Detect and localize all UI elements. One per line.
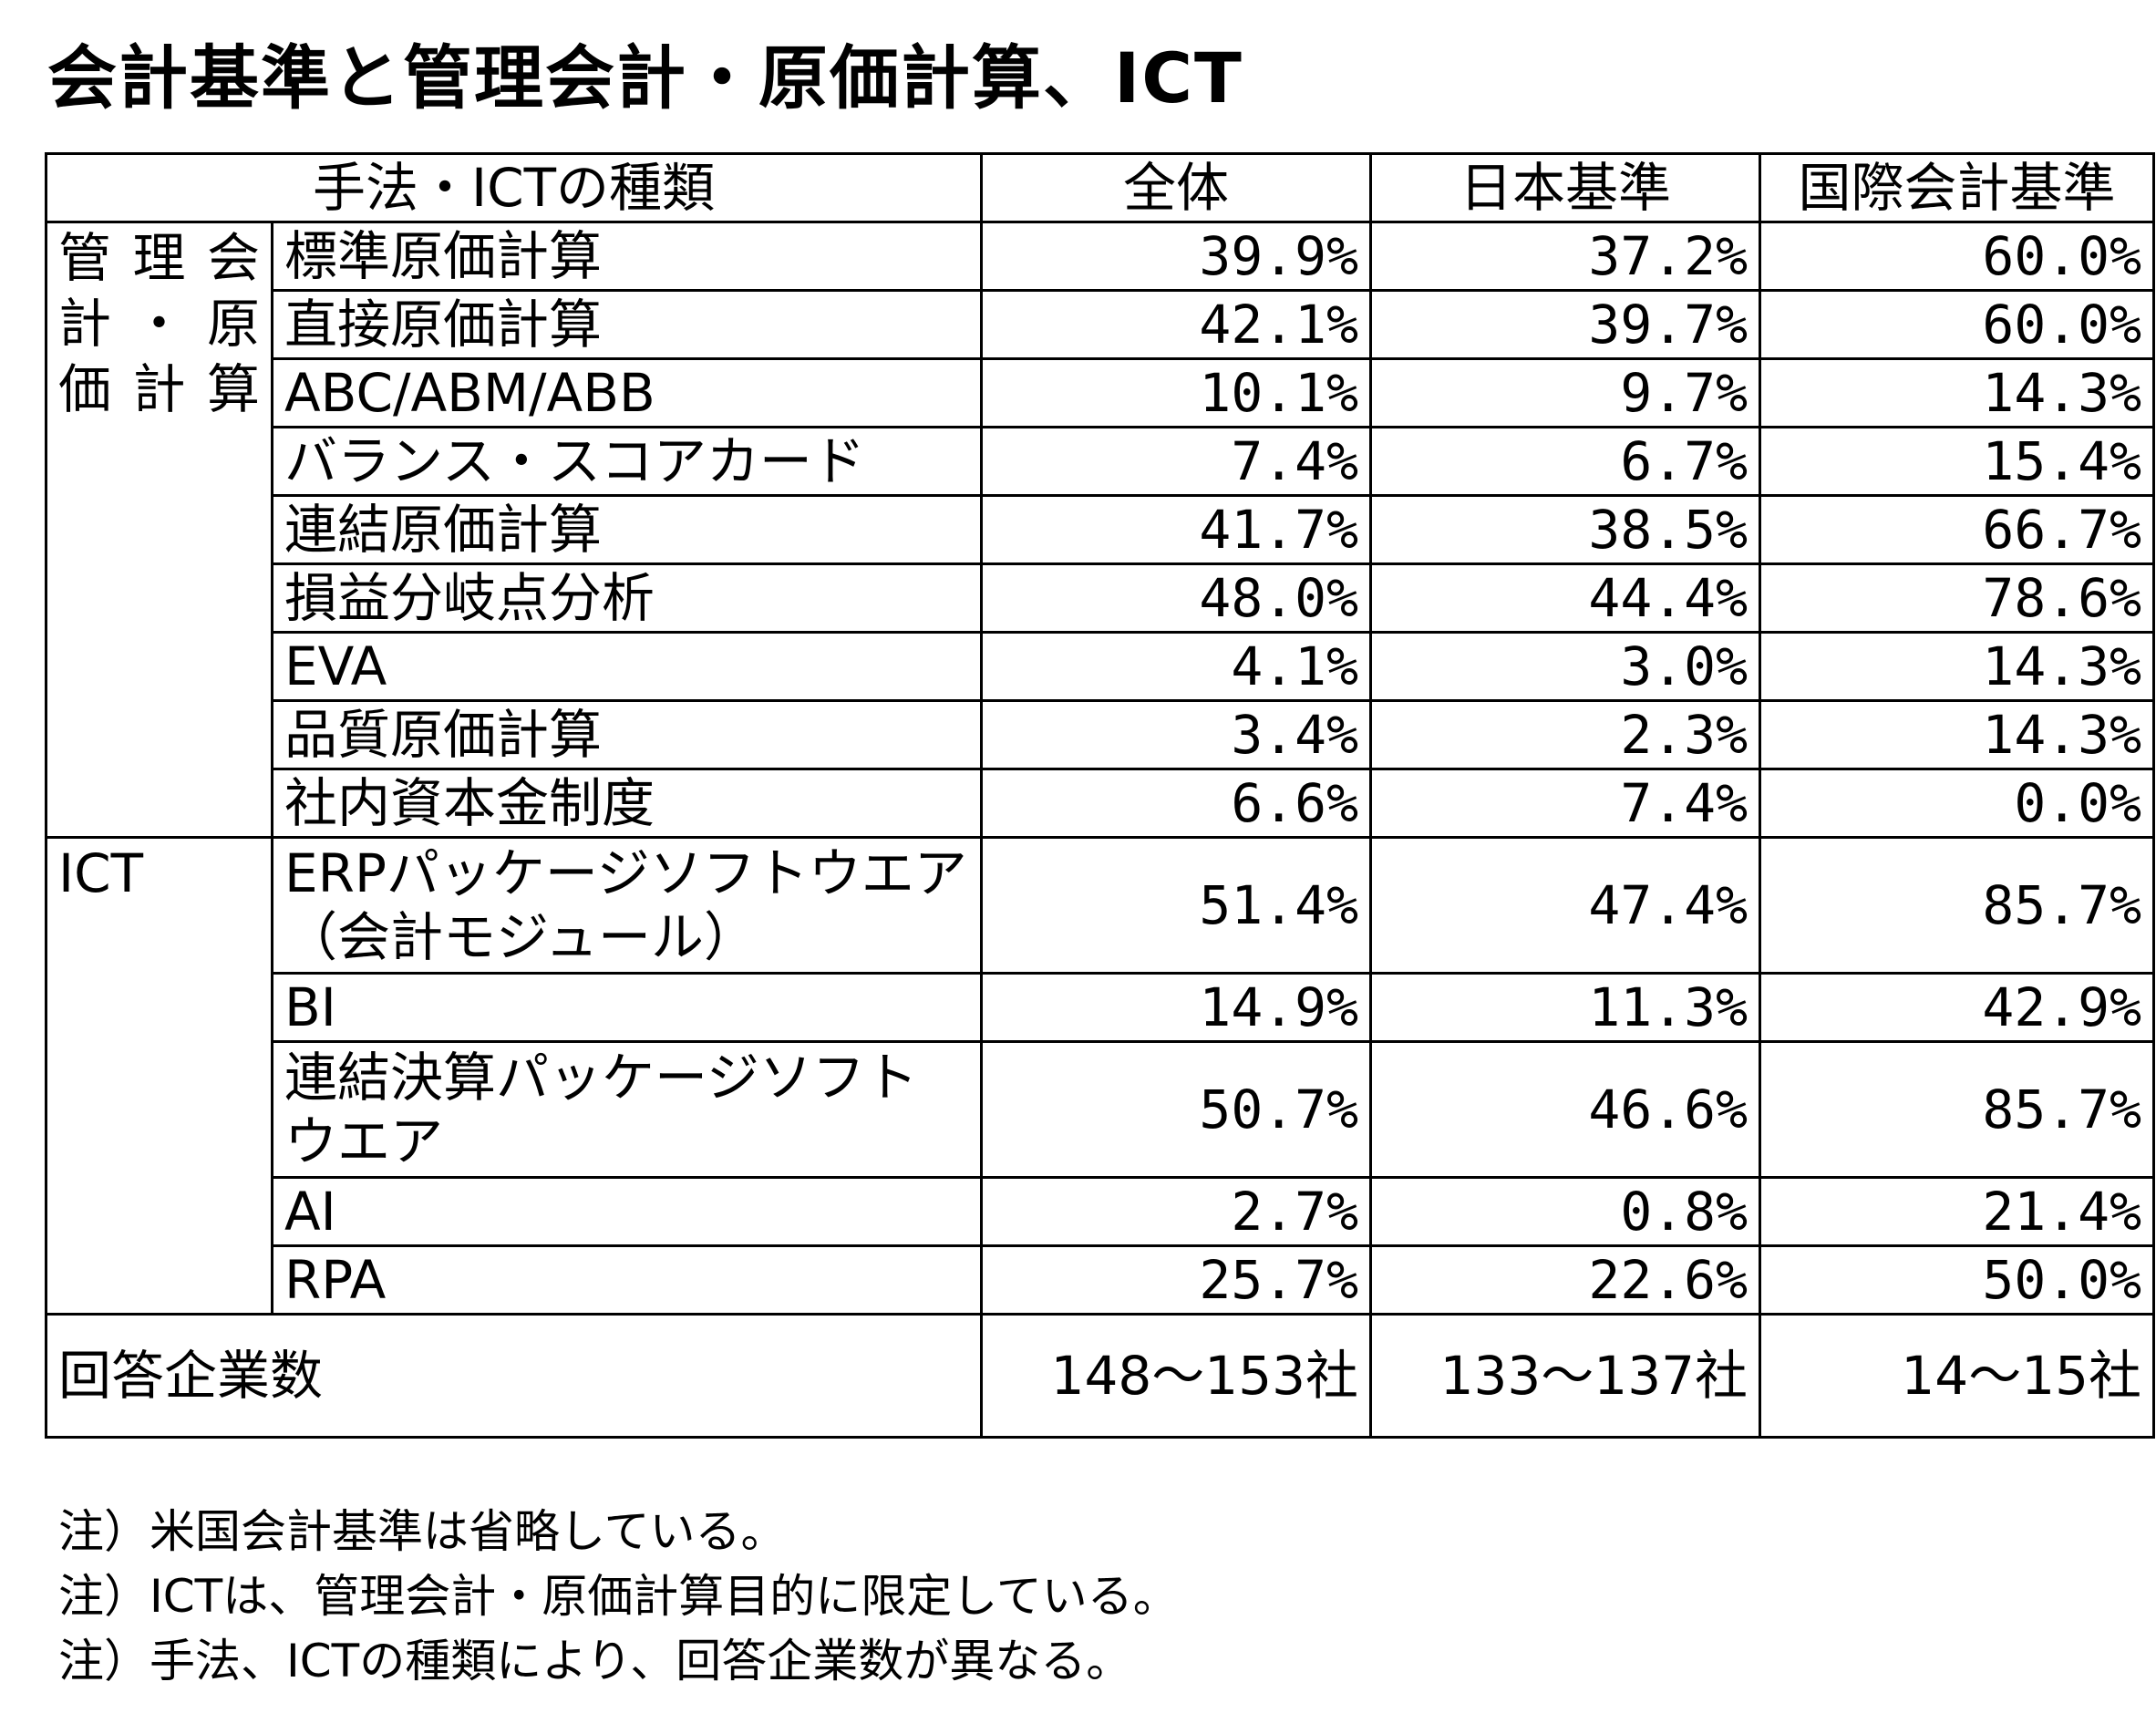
table-row: バランス・スコアカード 7.4% 6.7% 15.4% [46, 426, 2156, 497]
header-japan-gaap: 日本基準 [1369, 152, 1762, 223]
cell-overall: 7.4% [980, 426, 1373, 497]
note-line: 注）手法、ICTの種類により、回答企業数が異なる。 [58, 1635, 1132, 1687]
table-row: EVA 4.1% 3.0% 14.3% [46, 631, 2156, 702]
cell-japan: 22.6% [1369, 1244, 1762, 1316]
total-label: 回答企業数 [44, 1313, 984, 1439]
cell-overall: 51.4% [980, 836, 1373, 975]
cell-japan: 39.7% [1369, 289, 1762, 360]
header-ifrs: 国際会計基準 [1759, 152, 2156, 223]
table-header-row: 手法・ICTの種類 全体 日本基準 国際会計基準 [44, 152, 2156, 223]
table-row: 連結決算パッケージソフトウエア 50.7% 46.6% 85.7% [46, 1040, 2156, 1179]
cell-ifrs: 14.3% [1759, 631, 2156, 702]
row-label: RPA [270, 1244, 984, 1316]
row-label: バランス・スコアカード [270, 426, 984, 497]
cell-overall: 41.7% [980, 494, 1373, 565]
cell-overall: 42.1% [980, 289, 1373, 360]
table-row: 管理会計・原価計算 標準原価計算 39.9% 37.2% 60.0% [45, 221, 2156, 839]
table-row: 連結原価計算 41.7% 38.5% 66.7% [46, 494, 2156, 565]
table-row: 社内資本金制度 6.6% 7.4% 0.0% [46, 768, 2156, 839]
cell-ifrs: 85.7% [1759, 1040, 2156, 1179]
row-label: 標準原価計算 [270, 221, 984, 292]
cell-japan: 44.4% [1369, 562, 1762, 634]
cell-overall: 3.4% [980, 699, 1373, 770]
total-ifrs: 14～15社 [1759, 1313, 2156, 1439]
row-label: 連結決算パッケージソフトウエア [270, 1040, 984, 1179]
page-title: 会計基準と管理会計・原価計算、ICT [47, 37, 1243, 119]
cell-japan: 3.0% [1369, 631, 1762, 702]
cell-japan: 7.4% [1369, 768, 1762, 839]
row-label: AI [270, 1176, 984, 1247]
group-label-management-accounting: 管理会計・原価計算 [45, 221, 273, 839]
cell-overall: 14.9% [980, 972, 1373, 1043]
survey-table: 手法・ICTの種類 全体 日本基準 国際会計基準 管理会計・原価計算 標準原価計… [44, 152, 2156, 1439]
row-label: 連結原価計算 [270, 494, 984, 565]
cell-overall: 50.7% [980, 1040, 1373, 1179]
table-row: ABC/ABM/ABB 10.1% 9.7% 14.3% [46, 357, 2156, 428]
cell-japan: 11.3% [1369, 972, 1762, 1043]
table-row: RPA 25.7% 22.6% 50.0% [46, 1244, 2156, 1316]
note-line: 注）米国会計基準は省略している。 [58, 1505, 787, 1558]
cell-japan: 9.7% [1369, 357, 1762, 428]
cell-ifrs: 42.9% [1759, 972, 2156, 1043]
header-overall: 全体 [980, 152, 1373, 223]
cell-ifrs: 14.3% [1759, 357, 2156, 428]
cell-overall: 10.1% [980, 357, 1373, 428]
table-row: 損益分岐点分析 48.0% 44.4% 78.6% [46, 562, 2156, 634]
row-label: 品質原価計算 [270, 699, 984, 770]
table-row: AI 2.7% 0.8% 21.4% [46, 1176, 2156, 1247]
row-label: 社内資本金制度 [270, 768, 984, 839]
cell-ifrs: 66.7% [1759, 494, 2156, 565]
cell-ifrs: 60.0% [1759, 289, 2156, 360]
table-row: BI 14.9% 11.3% 42.9% [46, 972, 2156, 1043]
group-label-ict: ICT [45, 836, 273, 1316]
row-label: BI [270, 972, 984, 1043]
cell-ifrs: 14.3% [1759, 699, 2156, 770]
cell-overall: 48.0% [980, 562, 1373, 634]
table-row: 品質原価計算 3.4% 2.3% 14.3% [46, 699, 2156, 770]
table-row: 直接原価計算 42.1% 39.7% 60.0% [46, 289, 2156, 360]
row-label: EVA [270, 631, 984, 702]
cell-overall: 6.6% [980, 768, 1373, 839]
cell-japan: 37.2% [1369, 221, 1762, 292]
row-label: 損益分岐点分析 [270, 562, 984, 634]
note-line: 注）ICTは、管理会計・原価計算目的に限定している。 [58, 1570, 1179, 1623]
cell-ifrs: 15.4% [1759, 426, 2156, 497]
cell-japan: 38.5% [1369, 494, 1762, 565]
cell-japan: 6.7% [1369, 426, 1762, 497]
row-label: 直接原価計算 [270, 289, 984, 360]
cell-japan: 47.4% [1369, 836, 1762, 975]
cell-japan: 46.6% [1369, 1040, 1762, 1179]
cell-ifrs: 85.7% [1759, 836, 2156, 975]
cell-japan: 0.8% [1369, 1176, 1762, 1247]
cell-overall: 4.1% [980, 631, 1373, 702]
cell-ifrs: 60.0% [1759, 221, 2156, 292]
cell-ifrs: 50.0% [1759, 1244, 2156, 1316]
cell-ifrs: 0.0% [1759, 768, 2156, 839]
cell-overall: 39.9% [980, 221, 1373, 292]
cell-ifrs: 78.6% [1759, 562, 2156, 634]
total-japan: 133～137社 [1369, 1313, 1762, 1439]
total-overall: 148～153社 [980, 1313, 1373, 1439]
header-method-type: 手法・ICTの種類 [44, 152, 984, 223]
notes: 注）米国会計基準は省略している。 注）ICTは、管理会計・原価計算目的に限定して… [58, 1500, 1179, 1694]
cell-overall: 2.7% [980, 1176, 1373, 1247]
cell-japan: 2.3% [1369, 699, 1762, 770]
row-label: ABC/ABM/ABB [270, 357, 984, 428]
cell-overall: 25.7% [980, 1244, 1373, 1316]
table-row: ICT ERPパッケージソフトウエア（会計モジュール） 51.4% 47.4% … [45, 836, 2156, 1316]
row-label: ERPパッケージソフトウエア（会計モジュール） [270, 836, 984, 975]
cell-ifrs: 21.4% [1759, 1176, 2156, 1247]
total-row: 回答企業数 148～153社 133～137社 14～15社 [44, 1313, 2156, 1439]
